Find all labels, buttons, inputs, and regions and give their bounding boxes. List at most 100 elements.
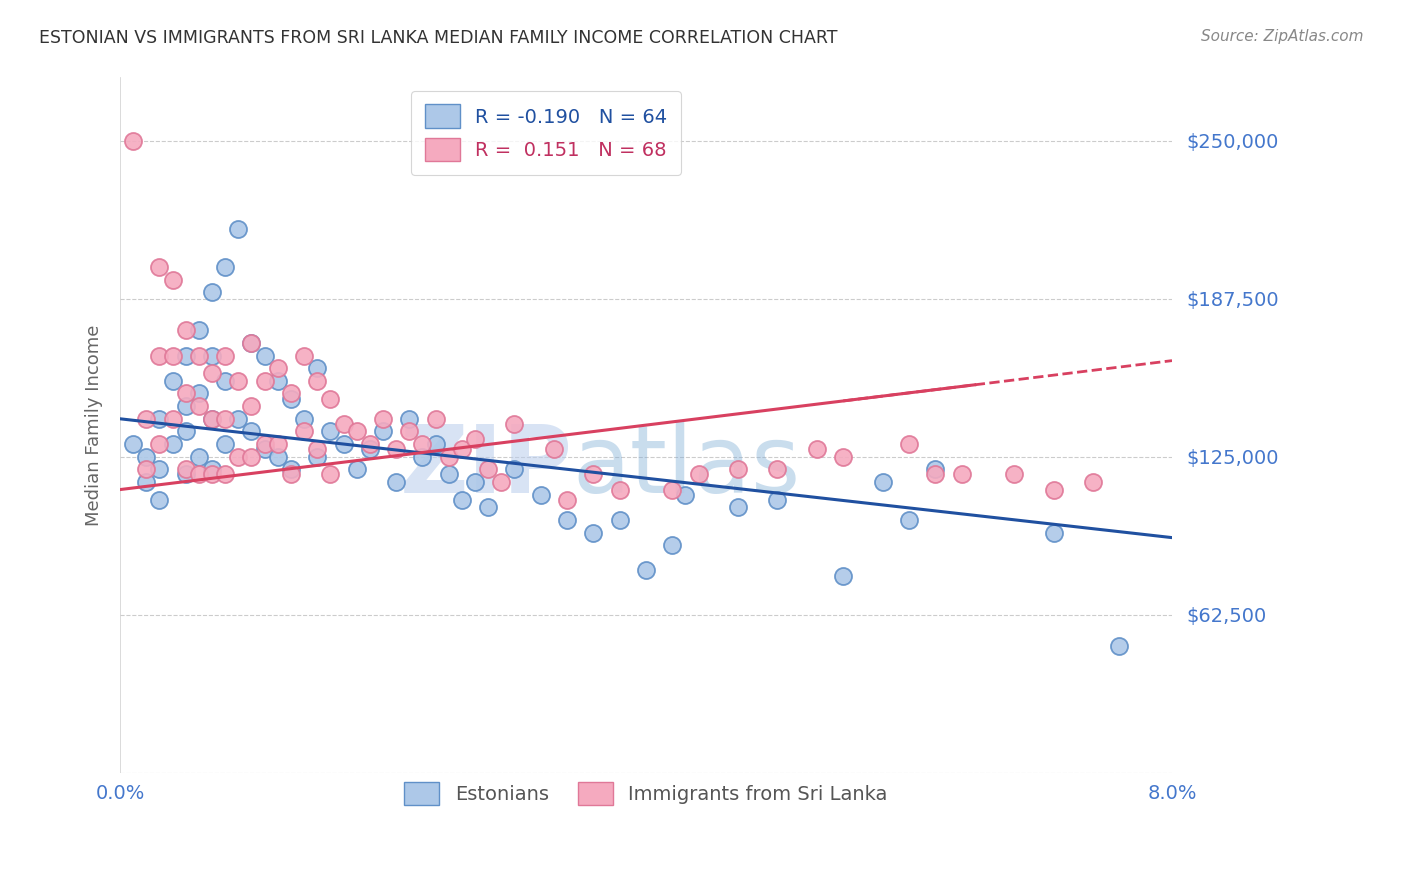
Point — [148, 260, 170, 274]
Point — [924, 467, 946, 482]
Point — [201, 349, 224, 363]
Point — [332, 417, 354, 431]
Point — [451, 442, 474, 457]
Y-axis label: Median Family Income: Median Family Income — [86, 325, 103, 525]
Point — [898, 437, 921, 451]
Point — [162, 349, 184, 363]
Point — [1042, 483, 1064, 497]
Point — [661, 538, 683, 552]
Point — [214, 437, 236, 451]
Point — [240, 399, 263, 413]
Point — [1002, 467, 1025, 482]
Point — [477, 462, 499, 476]
Point — [135, 411, 157, 425]
Point — [727, 462, 749, 476]
Point — [425, 411, 447, 425]
Point — [806, 442, 828, 457]
Point — [661, 483, 683, 497]
Point — [688, 467, 710, 482]
Point — [240, 335, 263, 350]
Point — [267, 361, 290, 376]
Point — [148, 462, 170, 476]
Point — [240, 425, 263, 439]
Point — [201, 411, 224, 425]
Legend: Estonians, Immigrants from Sri Lanka: Estonians, Immigrants from Sri Lanka — [395, 772, 897, 815]
Point — [292, 411, 315, 425]
Point — [148, 411, 170, 425]
Point — [174, 462, 197, 476]
Point — [187, 450, 209, 464]
Point — [240, 335, 263, 350]
Point — [135, 475, 157, 489]
Point — [332, 437, 354, 451]
Point — [201, 467, 224, 482]
Point — [319, 425, 342, 439]
Point — [174, 386, 197, 401]
Point — [411, 450, 433, 464]
Text: atlas: atlas — [572, 421, 800, 513]
Point — [187, 399, 209, 413]
Point — [201, 366, 224, 380]
Point — [411, 437, 433, 451]
Point — [634, 564, 657, 578]
Point — [187, 323, 209, 337]
Point — [346, 462, 368, 476]
Point — [832, 450, 855, 464]
Point — [228, 222, 250, 236]
Point — [451, 492, 474, 507]
Point — [174, 425, 197, 439]
Point — [425, 437, 447, 451]
Point — [385, 475, 408, 489]
Point — [174, 399, 197, 413]
Point — [187, 467, 209, 482]
Point — [214, 467, 236, 482]
Point — [214, 374, 236, 388]
Point — [267, 450, 290, 464]
Point — [319, 392, 342, 406]
Point — [555, 492, 578, 507]
Point — [280, 386, 302, 401]
Point — [503, 417, 526, 431]
Point — [214, 411, 236, 425]
Point — [1108, 640, 1130, 654]
Point — [477, 500, 499, 515]
Point — [1042, 525, 1064, 540]
Point — [924, 462, 946, 476]
Point — [766, 462, 789, 476]
Point — [280, 392, 302, 406]
Point — [292, 425, 315, 439]
Point — [675, 488, 697, 502]
Point — [292, 349, 315, 363]
Point — [162, 273, 184, 287]
Point — [280, 467, 302, 482]
Point — [201, 285, 224, 300]
Point — [253, 442, 276, 457]
Point — [609, 513, 631, 527]
Point — [582, 525, 605, 540]
Point — [122, 437, 145, 451]
Point — [253, 437, 276, 451]
Point — [555, 513, 578, 527]
Point — [464, 432, 486, 446]
Point — [371, 425, 394, 439]
Point — [385, 442, 408, 457]
Point — [174, 323, 197, 337]
Point — [228, 450, 250, 464]
Point — [201, 411, 224, 425]
Point — [359, 442, 381, 457]
Point — [187, 349, 209, 363]
Point — [530, 488, 553, 502]
Point — [267, 437, 290, 451]
Point — [148, 437, 170, 451]
Point — [307, 450, 329, 464]
Point — [307, 374, 329, 388]
Point — [280, 462, 302, 476]
Point — [727, 500, 749, 515]
Point — [766, 492, 789, 507]
Point — [464, 475, 486, 489]
Point — [491, 475, 513, 489]
Point — [307, 442, 329, 457]
Point — [437, 467, 460, 482]
Point — [201, 462, 224, 476]
Point — [148, 349, 170, 363]
